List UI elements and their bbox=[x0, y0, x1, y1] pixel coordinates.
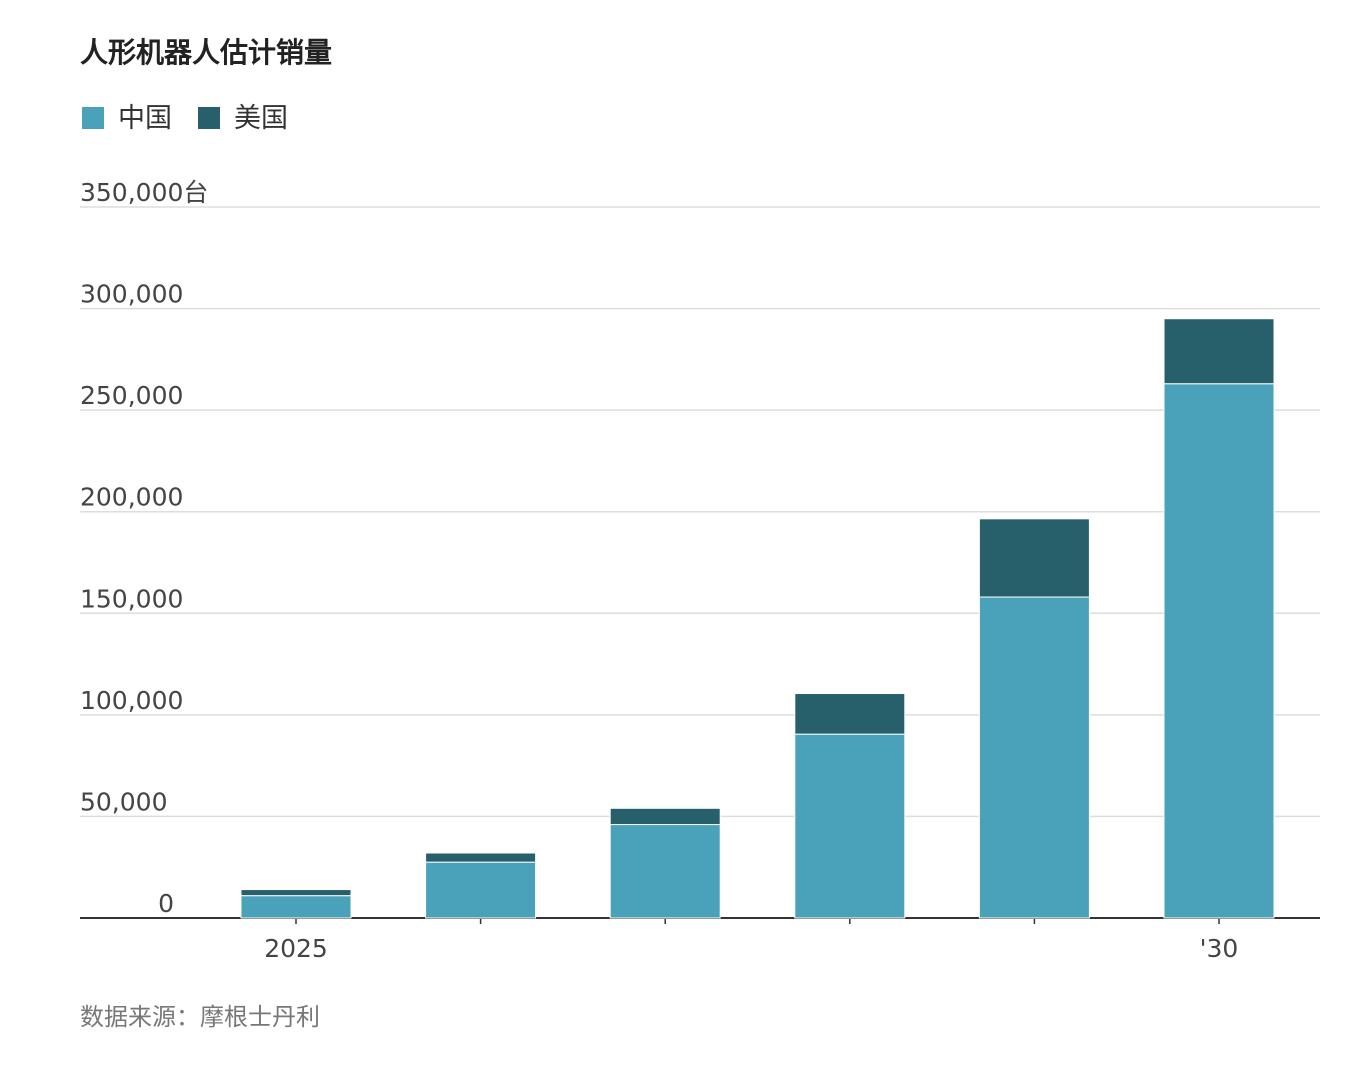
legend-label: 中国 bbox=[118, 103, 172, 134]
bar bbox=[425, 861, 537, 919]
bar bbox=[240, 895, 352, 919]
y-tick-label: 200,000 bbox=[80, 483, 183, 512]
legend-swatch bbox=[198, 107, 220, 129]
y-tick-label: 300,000 bbox=[80, 280, 183, 309]
bar bbox=[609, 824, 721, 919]
bar bbox=[978, 596, 1090, 919]
y-tick-label: 100,000 bbox=[80, 686, 183, 715]
chart-title: 人形机器人估计销量 bbox=[80, 36, 332, 69]
bar bbox=[978, 518, 1090, 598]
y-tick-label: 0 bbox=[158, 889, 174, 918]
y-tick-label: 250,000 bbox=[80, 381, 183, 410]
y-tick-label: 50,000 bbox=[80, 787, 167, 816]
bar bbox=[1163, 383, 1275, 919]
legend-label: 美国 bbox=[234, 103, 288, 134]
bar bbox=[240, 889, 352, 897]
bar bbox=[794, 733, 906, 919]
y-tick-label: 150,000 bbox=[80, 584, 183, 613]
x-tick-label: 2025 bbox=[264, 934, 328, 963]
bar bbox=[1163, 318, 1275, 385]
source: 数据来源：摩根士丹利 bbox=[80, 1003, 320, 1031]
bar bbox=[609, 807, 721, 826]
legend-swatch bbox=[82, 107, 104, 129]
bar bbox=[425, 852, 537, 863]
y-tick-label: 350,000台 bbox=[80, 178, 208, 207]
bar bbox=[794, 693, 906, 735]
x-tick-label: '30 bbox=[1200, 934, 1239, 963]
